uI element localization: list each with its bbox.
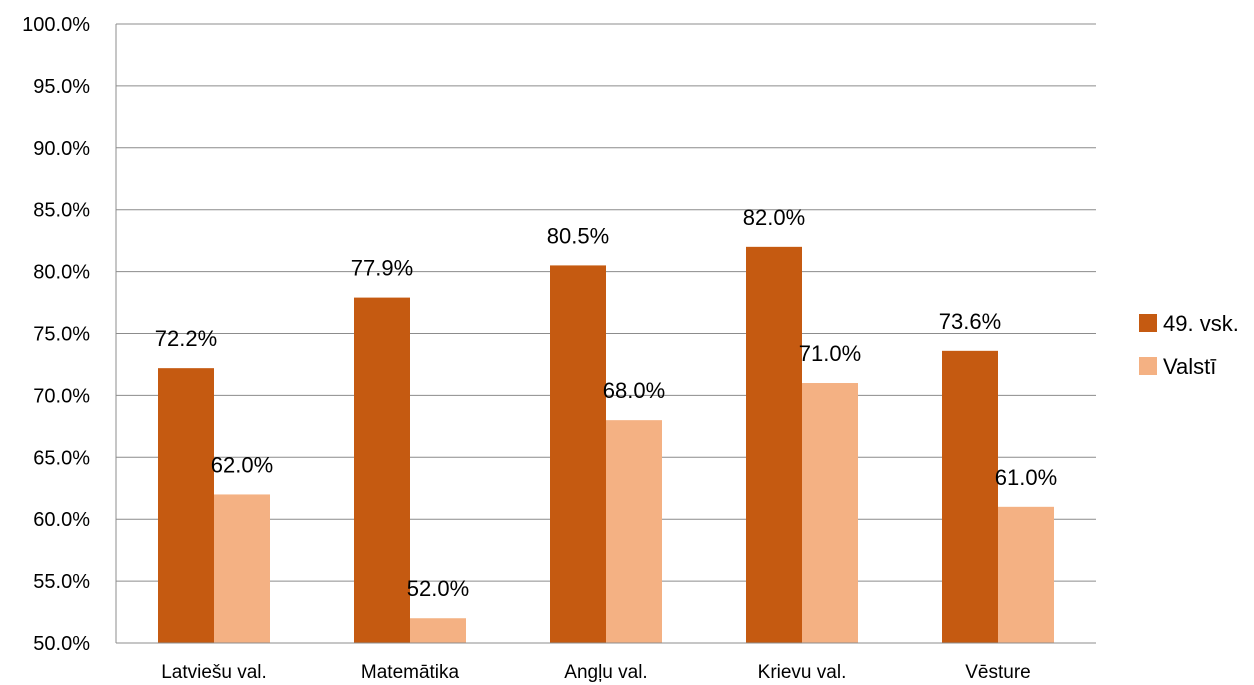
y-tick-label: 70.0%: [33, 385, 90, 407]
y-tick-label: 85.0%: [33, 200, 90, 222]
bar-country: [802, 383, 858, 643]
bar-school: [354, 297, 410, 643]
legend-swatch: [1139, 314, 1157, 332]
data-label: 62.0%: [211, 452, 273, 477]
bar-country: [998, 506, 1054, 643]
bar-school: [746, 246, 802, 643]
data-label: 72.2%: [155, 326, 217, 351]
data-label: 52.0%: [407, 576, 469, 601]
data-label: 80.5%: [547, 223, 609, 248]
x-category-label: Matemātika: [361, 662, 460, 683]
data-label: 71.0%: [799, 341, 861, 366]
data-label: 73.6%: [939, 309, 1001, 334]
bars: [158, 246, 1054, 643]
data-label: 77.9%: [351, 256, 413, 281]
x-category-label: Angļu val.: [564, 662, 647, 683]
x-category-label: Vēsture: [965, 662, 1030, 683]
x-category-label: Latviešu val.: [161, 662, 267, 683]
bar-country: [606, 420, 662, 643]
axes: [115, 24, 1096, 644]
y-tick-label: 55.0%: [33, 571, 90, 593]
y-tick-label: 65.0%: [33, 447, 90, 469]
y-tick-label: 100.0%: [22, 14, 90, 36]
data-labels: 72.2% 62.0% 77.9% 52.0% 80.5% 68.0% 82.0% 71.0%…: [155, 205, 1057, 601]
bar-country: [410, 618, 466, 643]
legend-label: Valstī: [1163, 354, 1217, 379]
bar-school: [158, 368, 214, 643]
bar-country: [214, 494, 270, 643]
y-tick-label: 75.0%: [33, 324, 90, 346]
x-category-label: Krievu val.: [758, 662, 847, 683]
data-label: 68.0%: [603, 378, 665, 403]
y-tick-label: 80.0%: [33, 262, 90, 284]
bar-school: [550, 265, 606, 643]
bar-school: [942, 350, 998, 643]
data-label: 82.0%: [743, 205, 805, 230]
y-axis-ticks: 50.0% 55.0% 60.0% 65.0% 70.0% 75.0% 80.0% 85.0%…: [22, 14, 90, 655]
y-tick-label: 90.0%: [33, 138, 90, 160]
data-label: 61.0%: [995, 465, 1057, 490]
x-axis-categories: Latviešu val. Matemātika Angļu val. Krievu …: [161, 662, 1031, 683]
y-tick-label: 60.0%: [33, 509, 90, 531]
legend-label: 49. vsk.: [1163, 311, 1239, 336]
legend-swatch: [1139, 357, 1157, 375]
legend: 49. vsk. Valstī: [1139, 311, 1239, 379]
y-tick-label: 50.0%: [33, 633, 90, 655]
y-tick-label: 95.0%: [33, 76, 90, 98]
